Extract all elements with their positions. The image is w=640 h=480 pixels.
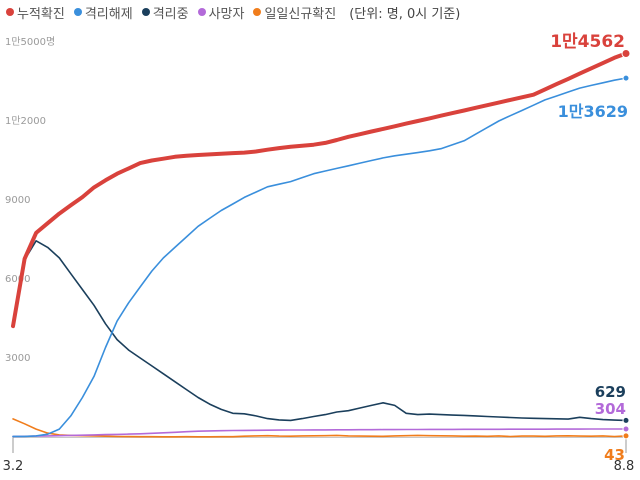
series-end-label-4: 43 bbox=[604, 446, 625, 464]
series-end-dot-2 bbox=[622, 416, 630, 424]
x-tick-label-end: 8.8 bbox=[614, 459, 635, 474]
series-line-0 bbox=[11, 51, 628, 329]
series-end-dot-1 bbox=[622, 74, 630, 82]
legend-label-4: 일일신규확진 bbox=[264, 6, 337, 22]
legend-item-1: 격리해제 bbox=[73, 3, 133, 22]
series-line-3 bbox=[12, 428, 627, 438]
legend-dot-2 bbox=[141, 8, 150, 16]
legend-dot-1 bbox=[73, 8, 82, 16]
y-tick-label-0: 3000 bbox=[5, 353, 30, 364]
legend-item-0: 누적확진 bbox=[6, 3, 65, 22]
y-tick-label-3: 1만2000 bbox=[5, 115, 46, 127]
legend-item-4: 일일신규확진 bbox=[253, 3, 336, 22]
series-end-label-2: 629 bbox=[595, 383, 626, 401]
series-line-1 bbox=[12, 77, 627, 438]
y-tick-label-1: 6000 bbox=[5, 274, 30, 285]
axis-layer: 3000 6000 9000 1만2000 1만5000명 3.2 8.8 bbox=[3, 36, 635, 474]
legend-dot-3 bbox=[197, 8, 206, 16]
chart-legend: 누적확진 격리해제 격리중 사망자 일일신규확진 (단위: 명, 0시 기준) bbox=[6, 2, 460, 22]
unit-note: (단위: 명, 0시 기준) bbox=[349, 6, 461, 22]
series-line-2 bbox=[12, 240, 627, 422]
legend-label-1: 격리해제 bbox=[84, 6, 133, 22]
legend-dot-4 bbox=[253, 8, 262, 16]
series-end-dot-4 bbox=[622, 432, 630, 440]
series-line-4 bbox=[12, 418, 627, 438]
x-tick-label-start: 3.2 bbox=[3, 459, 24, 474]
legend-items: 누적확진 격리해제 격리중 사망자 일일신규확진 bbox=[6, 3, 345, 22]
legend-label-3: 사망자 bbox=[208, 6, 245, 22]
legend-dot-0 bbox=[6, 8, 14, 16]
series-end-dot-3 bbox=[622, 425, 630, 433]
series-end-dot-0 bbox=[621, 49, 631, 59]
series-end-label-1: 1만3629 bbox=[558, 102, 628, 121]
legend-label-0: 누적확진 bbox=[17, 6, 65, 22]
legend-label-2: 격리중 bbox=[152, 6, 189, 22]
legend-item-3: 사망자 bbox=[197, 3, 245, 22]
legend-item-2: 격리중 bbox=[141, 3, 189, 22]
series-end-label-0: 1만4562 bbox=[550, 32, 625, 52]
series-layer bbox=[11, 49, 631, 440]
series-end-label-3: 304 bbox=[595, 400, 626, 418]
y-tick-label-2: 9000 bbox=[5, 195, 30, 206]
y-tick-label-4: 1만5000명 bbox=[5, 36, 55, 48]
